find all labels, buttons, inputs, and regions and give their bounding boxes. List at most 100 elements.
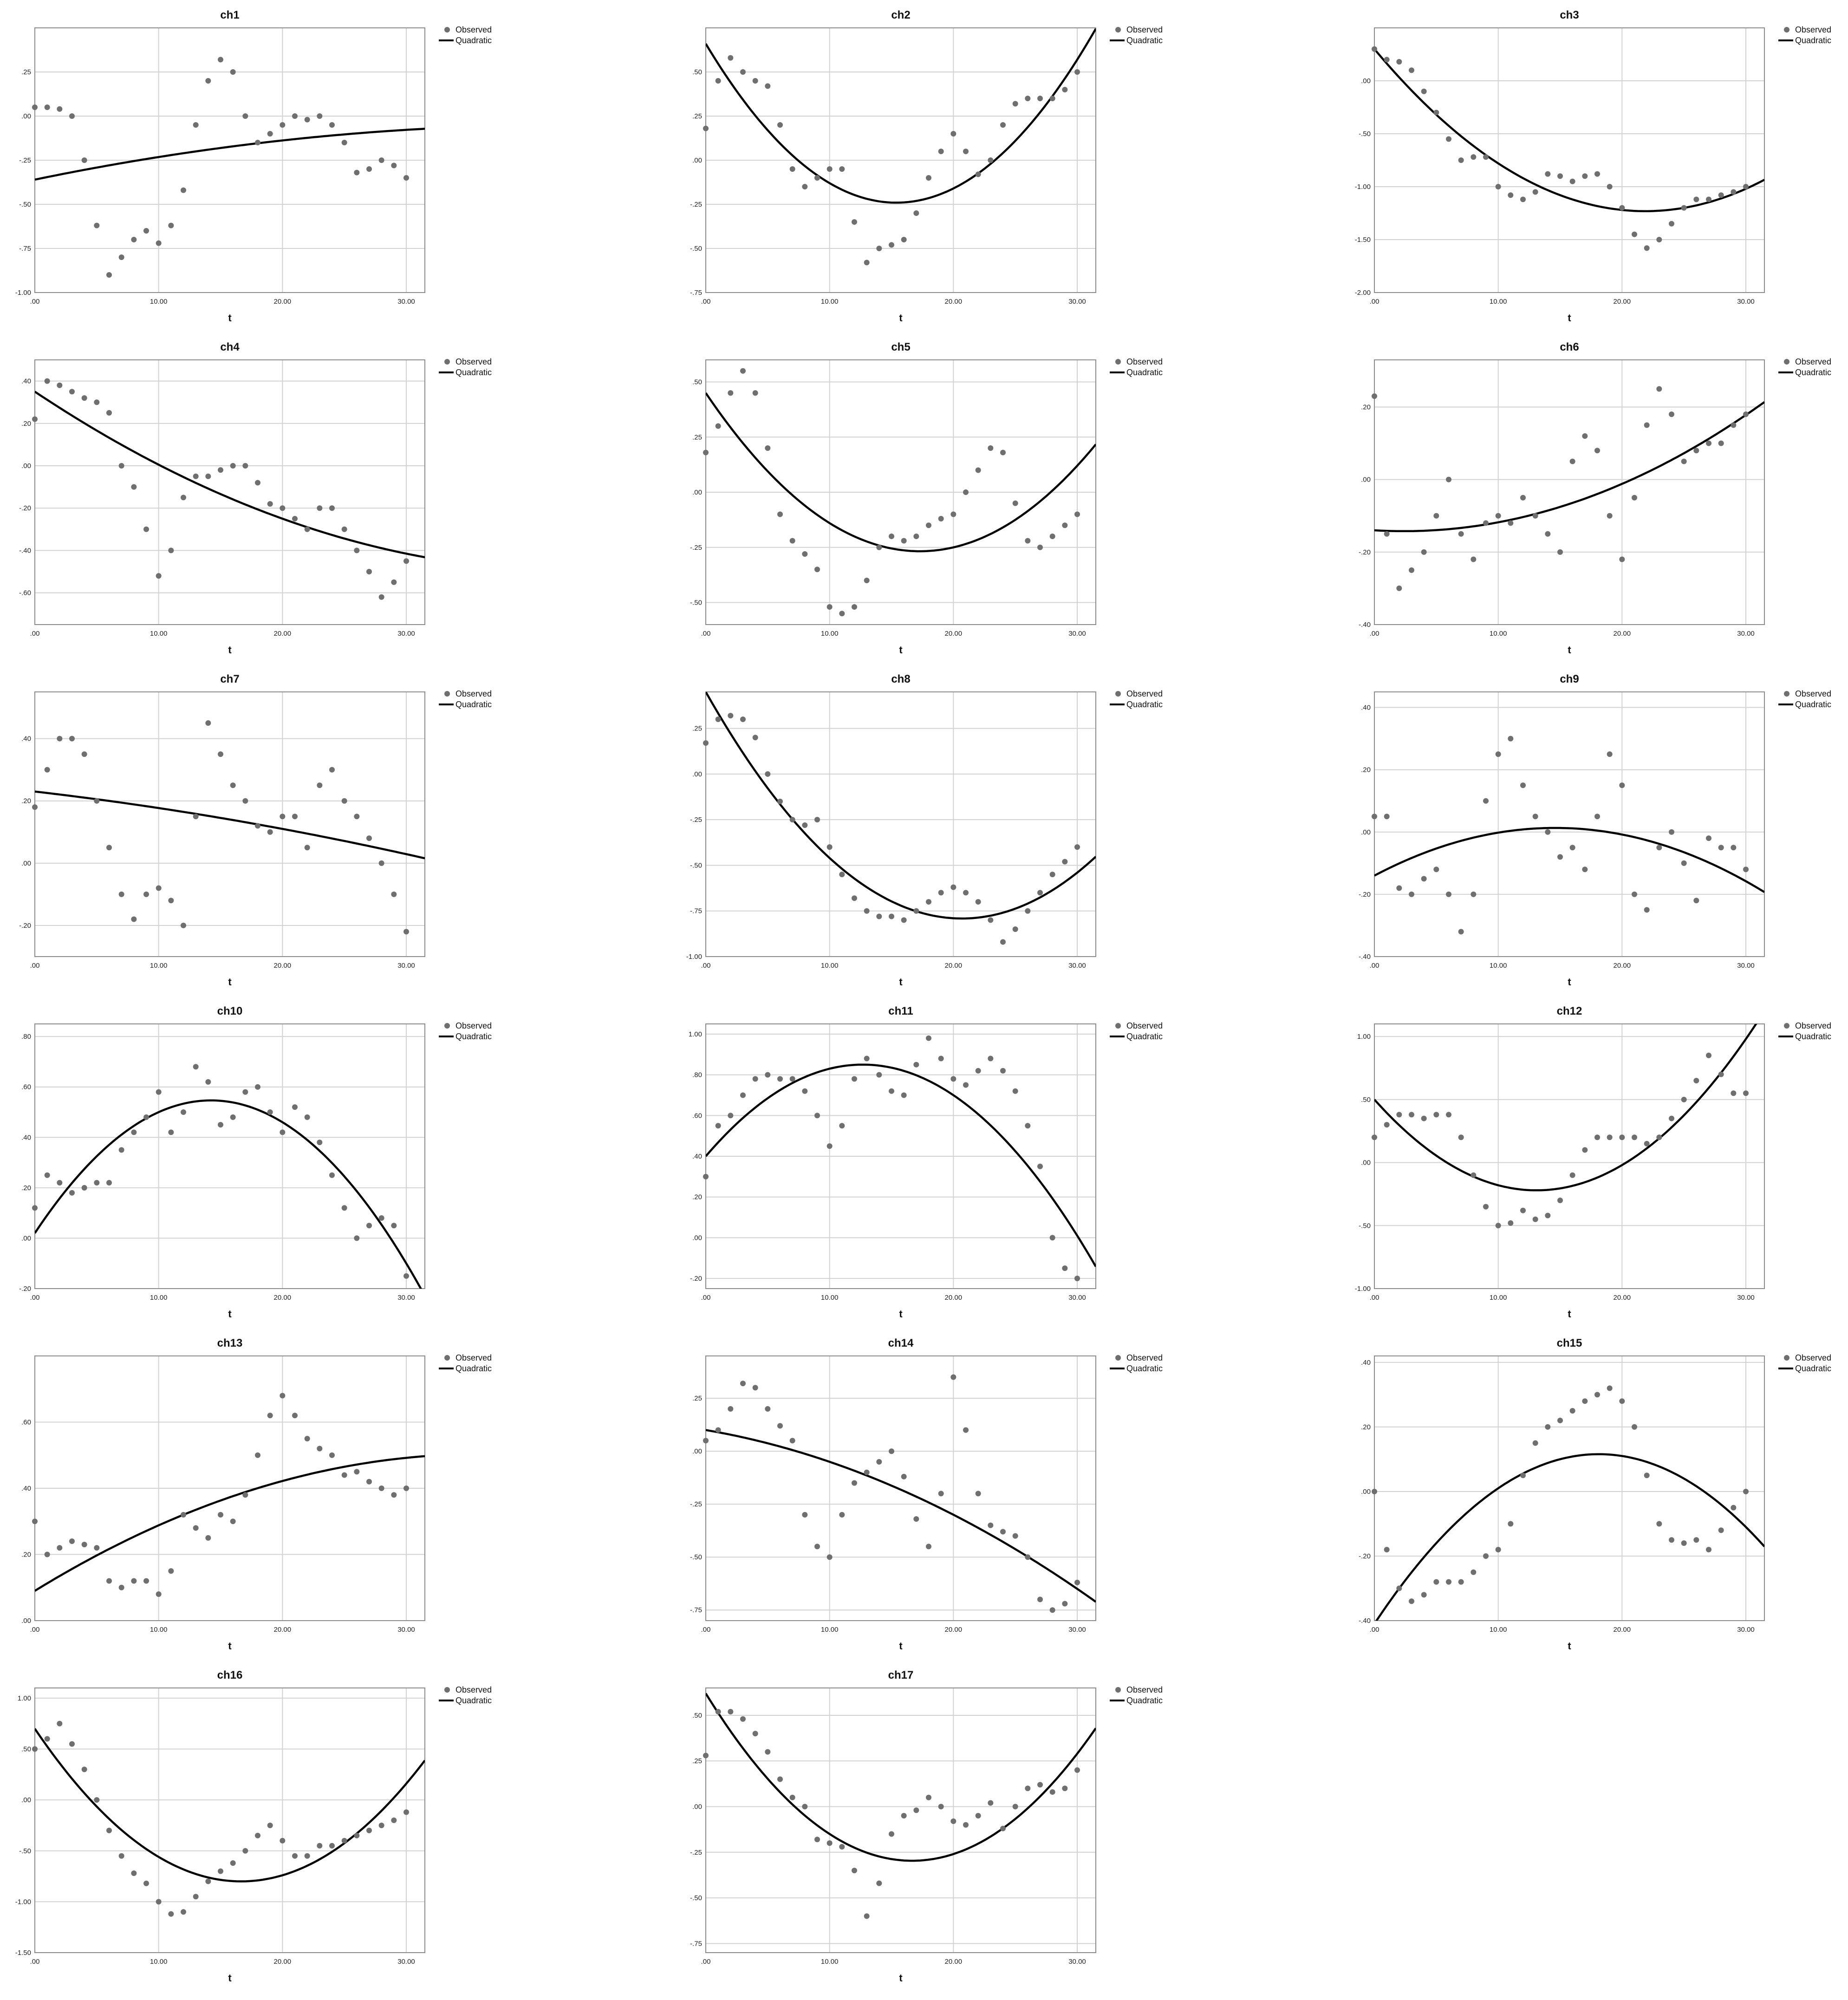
observed-point	[143, 1114, 149, 1120]
x-tick-label: 20.00	[274, 1958, 292, 1966]
y-tick-label: -.40	[1359, 621, 1371, 629]
y-tick-label: -.50	[690, 245, 702, 253]
y-tick-label: .20	[21, 797, 31, 805]
legend-observed-marker	[1784, 1355, 1789, 1361]
legend-observed-label: Observed	[455, 1021, 492, 1030]
y-tick-label: .00	[21, 1617, 31, 1625]
observed-point	[230, 1860, 236, 1866]
legend-observed-label: Observed	[1795, 1353, 1831, 1362]
observed-point	[864, 260, 870, 266]
x-tick-label: 20.00	[274, 298, 292, 306]
observed-point	[205, 1878, 211, 1884]
x-axis-title: t	[1568, 312, 1571, 324]
observed-point	[1062, 1265, 1068, 1271]
observed-point	[181, 1909, 186, 1915]
observed-point	[950, 131, 957, 137]
observed-point	[1384, 814, 1390, 820]
y-tick-label: .20	[692, 1193, 702, 1201]
x-tick-label: .00	[1370, 298, 1379, 306]
observed-point	[366, 835, 372, 841]
observed-point	[1644, 1472, 1650, 1479]
observed-point	[1582, 866, 1588, 873]
x-tick-label: 20.00	[1614, 1294, 1631, 1302]
observed-point	[94, 399, 100, 405]
observed-point	[69, 1741, 75, 1747]
observed-point	[391, 1223, 397, 1229]
y-tick-label: -.20	[19, 1285, 31, 1293]
legend: Observed Quadratic	[1778, 1353, 1831, 1373]
legend-quadratic-label: Quadratic	[1126, 700, 1163, 709]
observed-point	[1483, 1553, 1489, 1559]
x-tick-label: 20.00	[274, 962, 292, 970]
observed-point	[715, 1709, 721, 1715]
observed-point	[988, 917, 994, 923]
observed-point	[366, 1479, 372, 1485]
observed-point	[1000, 939, 1006, 945]
observed-point	[242, 798, 248, 804]
observed-point	[1012, 1804, 1018, 1810]
y-tick-label: -.25	[690, 1500, 702, 1508]
observed-point	[230, 1518, 236, 1524]
observed-point	[1458, 1134, 1464, 1140]
observed-point	[1569, 845, 1575, 851]
observed-point	[1520, 196, 1526, 202]
observed-point	[131, 916, 137, 922]
x-axis-title: t	[228, 312, 232, 324]
observed-point	[1545, 829, 1551, 835]
y-tick-label: .50	[692, 1712, 702, 1720]
y-tick-label: .00	[21, 1796, 31, 1804]
observed-point	[69, 1538, 75, 1544]
y-tick-label: -.20	[19, 922, 31, 930]
observed-point	[1718, 440, 1724, 446]
observed-point	[1049, 1789, 1055, 1795]
observed-point	[1582, 1398, 1588, 1404]
observed-point	[765, 445, 771, 451]
observed-point	[193, 122, 199, 128]
observed-point	[1000, 1068, 1006, 1074]
observed-point	[975, 899, 981, 905]
observed-point	[329, 122, 335, 128]
observed-point	[1557, 173, 1563, 179]
observed-point	[1000, 122, 1006, 128]
observed-point	[938, 890, 944, 896]
observed-point	[1632, 1134, 1637, 1140]
observed-point	[341, 798, 347, 804]
chart-title: ch10	[217, 1005, 243, 1017]
observed-point	[901, 917, 907, 923]
x-tick-label: .00	[1370, 1626, 1379, 1634]
observed-point	[901, 237, 907, 242]
observed-point	[1532, 1216, 1538, 1222]
y-tick-label: .80	[21, 1033, 31, 1041]
quadratic-fit-line	[706, 1429, 1096, 1603]
observed-point	[703, 1438, 709, 1444]
observed-point	[378, 1485, 384, 1491]
legend-observed-marker	[1115, 1023, 1121, 1029]
observed-point	[354, 1235, 360, 1241]
observed-point	[1446, 891, 1451, 897]
observed-point	[378, 1822, 384, 1828]
x-axis-title: t	[1568, 1640, 1571, 1652]
observed-point	[1520, 1207, 1526, 1213]
x-axis-title: t	[228, 1972, 232, 1984]
quadratic-fit-line	[35, 790, 425, 860]
observed-point	[963, 1822, 969, 1828]
observed-point	[1495, 751, 1501, 757]
x-axis-title: t	[1568, 1308, 1571, 1320]
observed-point	[889, 242, 894, 248]
x-tick-label: 10.00	[821, 1958, 839, 1966]
quadratic-fit-line	[1374, 401, 1764, 533]
observed-point	[975, 1491, 981, 1497]
x-tick-label: 20.00	[274, 1626, 292, 1634]
y-tick-label: -.25	[690, 201, 702, 208]
observed-point	[938, 516, 944, 521]
observed-point	[839, 166, 845, 172]
observed-point	[317, 1140, 323, 1146]
observed-point	[715, 78, 721, 84]
observed-point	[1508, 1220, 1514, 1226]
plot-frame	[1374, 1023, 1765, 1289]
y-tick-label: -1.00	[1355, 1285, 1371, 1293]
y-tick-label: .25	[692, 433, 702, 441]
observed-point	[1037, 1163, 1043, 1169]
observed-point	[802, 1804, 808, 1810]
